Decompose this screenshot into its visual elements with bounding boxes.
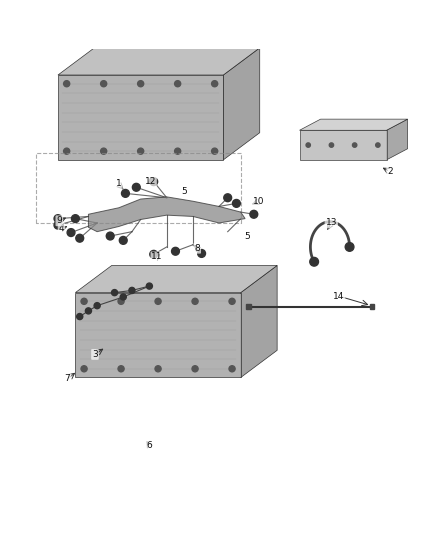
Circle shape: [94, 303, 100, 309]
Circle shape: [212, 80, 218, 87]
Circle shape: [132, 183, 140, 191]
Circle shape: [155, 366, 161, 372]
Circle shape: [120, 294, 126, 300]
Circle shape: [175, 148, 181, 154]
Circle shape: [353, 143, 357, 147]
Circle shape: [77, 313, 83, 320]
Circle shape: [192, 298, 198, 304]
Circle shape: [67, 229, 75, 237]
Circle shape: [54, 221, 62, 229]
Circle shape: [106, 232, 114, 240]
Circle shape: [85, 308, 92, 314]
Polygon shape: [300, 119, 408, 130]
Circle shape: [172, 247, 180, 255]
Circle shape: [150, 177, 158, 185]
Text: 5: 5: [244, 232, 250, 241]
Text: 8: 8: [194, 244, 200, 253]
Circle shape: [138, 80, 144, 87]
Polygon shape: [75, 265, 277, 293]
Circle shape: [150, 251, 158, 258]
Polygon shape: [58, 75, 223, 160]
Circle shape: [155, 298, 161, 304]
Circle shape: [233, 199, 240, 207]
Circle shape: [250, 211, 258, 218]
Circle shape: [118, 366, 124, 372]
Circle shape: [129, 287, 135, 294]
Polygon shape: [223, 48, 260, 160]
Circle shape: [64, 80, 70, 87]
Circle shape: [138, 148, 144, 154]
Circle shape: [175, 80, 181, 87]
Circle shape: [212, 148, 218, 154]
Circle shape: [192, 366, 198, 372]
Circle shape: [376, 143, 380, 147]
Circle shape: [306, 143, 311, 147]
Text: 4: 4: [59, 224, 64, 233]
Circle shape: [224, 194, 232, 201]
Circle shape: [229, 366, 235, 372]
Bar: [247, 304, 251, 309]
Circle shape: [112, 289, 117, 296]
Circle shape: [146, 283, 152, 289]
Circle shape: [54, 215, 62, 223]
Text: 9: 9: [57, 216, 62, 225]
Circle shape: [81, 298, 87, 304]
Circle shape: [64, 148, 70, 154]
Text: 10: 10: [253, 197, 265, 206]
Text: 12: 12: [145, 177, 156, 186]
Circle shape: [71, 215, 79, 223]
Text: 13: 13: [325, 219, 337, 228]
Polygon shape: [58, 48, 260, 75]
Circle shape: [81, 366, 87, 372]
Polygon shape: [300, 130, 387, 160]
Text: 11: 11: [152, 253, 163, 261]
Polygon shape: [88, 197, 245, 232]
Circle shape: [76, 235, 84, 242]
Text: 6: 6: [146, 441, 152, 450]
Circle shape: [198, 249, 205, 257]
Circle shape: [229, 298, 235, 304]
Circle shape: [119, 237, 127, 244]
Bar: [370, 304, 374, 309]
Text: 1: 1: [116, 179, 122, 188]
Polygon shape: [75, 293, 241, 377]
Circle shape: [121, 189, 129, 197]
Text: 2: 2: [387, 167, 393, 176]
Text: 5: 5: [181, 187, 187, 196]
Circle shape: [329, 143, 334, 147]
Circle shape: [118, 298, 124, 304]
Polygon shape: [387, 119, 408, 160]
Circle shape: [310, 257, 318, 266]
Polygon shape: [241, 265, 277, 377]
Text: 14: 14: [333, 292, 344, 301]
Text: 7: 7: [65, 374, 71, 383]
Circle shape: [345, 243, 354, 251]
Circle shape: [101, 148, 107, 154]
Circle shape: [101, 80, 107, 87]
Text: 3: 3: [92, 350, 98, 359]
